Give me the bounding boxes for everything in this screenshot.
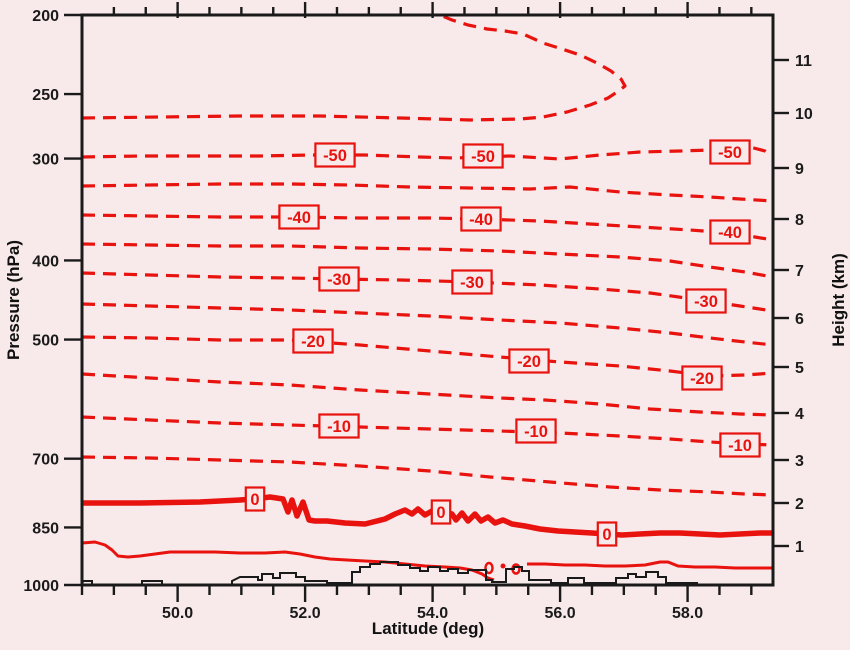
contour-label-box	[278, 204, 320, 230]
height-tick-label: 5	[795, 360, 804, 377]
contour-line-level-50	[81, 145, 774, 161]
pressure-tick-label: 1000	[23, 578, 59, 595]
contour-label-box	[508, 348, 550, 374]
contour-label-box	[318, 266, 360, 292]
contour-label: -10	[728, 437, 752, 455]
pressure-tick-label: 850	[32, 520, 59, 537]
contour-blob-dot	[500, 563, 506, 569]
contour-label-box	[451, 269, 493, 295]
contour-label: -20	[517, 353, 541, 371]
contour-label: -50	[323, 147, 347, 165]
contour-label-box	[515, 418, 557, 444]
height-tick-label: 6	[795, 311, 804, 328]
pressure-tick-label: 300	[32, 152, 59, 169]
pressure-tick-label: 400	[32, 253, 59, 270]
height-tick-label: 9	[795, 161, 804, 178]
contour-label-box	[430, 499, 452, 525]
pressure-axis-title: Pressure (hPa)	[4, 240, 23, 360]
contour-label-box	[685, 288, 727, 314]
contour-label: 0	[436, 504, 445, 522]
height-tick-label: 8	[795, 212, 804, 229]
latitude-tick-label: 54.0	[417, 605, 448, 622]
contour-label-box	[462, 143, 504, 169]
contour-label: -30	[327, 271, 351, 289]
contour-label: -20	[690, 370, 714, 388]
latitude-axis-title: Latitude (deg)	[371, 619, 485, 638]
contour-label: -50	[471, 148, 495, 166]
contour-line-level-35	[81, 242, 774, 279]
latitude-tick-label: 56.0	[545, 605, 576, 622]
height-tick-label: 10	[795, 106, 813, 123]
contour-label-box	[314, 142, 356, 168]
contour-label-box	[292, 328, 334, 354]
latitude-tick-label: 58.0	[672, 605, 703, 622]
contour-label-box	[681, 365, 723, 391]
pressure-tick-label: 500	[32, 333, 59, 350]
contour-label-box	[719, 432, 761, 458]
pressure-tick-label: 200	[32, 8, 59, 25]
contour-line-level-10	[81, 415, 774, 447]
contour-label: -30	[694, 293, 718, 311]
height-tick-label: 1	[795, 539, 804, 556]
height-tick-label: 3	[795, 453, 804, 470]
height-tick-label: 2	[795, 496, 804, 513]
latitude-tick-label: 50.0	[162, 605, 193, 622]
contour-label: -30	[460, 274, 484, 292]
contour-line-level5	[527, 560, 773, 570]
contour-line-level-40	[81, 213, 774, 242]
pressure-tick-label: 700	[32, 452, 59, 469]
contour-label-box	[709, 139, 751, 165]
contour-blob-ring	[484, 561, 494, 575]
contour-label: -50	[718, 144, 742, 162]
contour-line-level5	[81, 540, 495, 582]
contour-line-level-15	[81, 372, 774, 417]
contour-label: -10	[524, 423, 548, 441]
contour-line-level0	[82, 494, 773, 538]
axis-frame	[80, 13, 775, 587]
topography-line	[81, 561, 773, 586]
contour-label: 0	[602, 526, 611, 544]
contour-label: -40	[718, 224, 742, 242]
height-tick-label: 11	[795, 53, 812, 70]
contour-label-box	[596, 521, 618, 547]
contour-line-level-30	[81, 271, 774, 313]
contour-label-box	[460, 206, 502, 232]
contour-line-level-25	[81, 302, 774, 347]
contour-label: 0	[250, 491, 259, 509]
contour-label-box	[244, 486, 266, 512]
contour-line-level-5	[81, 455, 774, 497]
pressure-tick-label: 250	[32, 87, 59, 104]
latitude-tick-label: 52.0	[290, 605, 321, 622]
contour-label-box	[709, 219, 751, 245]
contour-line-level-20	[81, 335, 774, 378]
contour-label: -10	[327, 418, 351, 436]
contour-label: -40	[469, 211, 493, 229]
height-tick-label: 7	[795, 263, 804, 280]
contour-line-level-55	[81, 13, 627, 122]
contour-label: -40	[287, 209, 311, 227]
contour-label: -20	[301, 333, 325, 351]
contour-label-box	[318, 413, 360, 439]
contour-line-level-45	[81, 182, 774, 203]
height-axis-title: Height (km)	[829, 253, 848, 347]
height-tick-label: 4	[795, 406, 804, 423]
